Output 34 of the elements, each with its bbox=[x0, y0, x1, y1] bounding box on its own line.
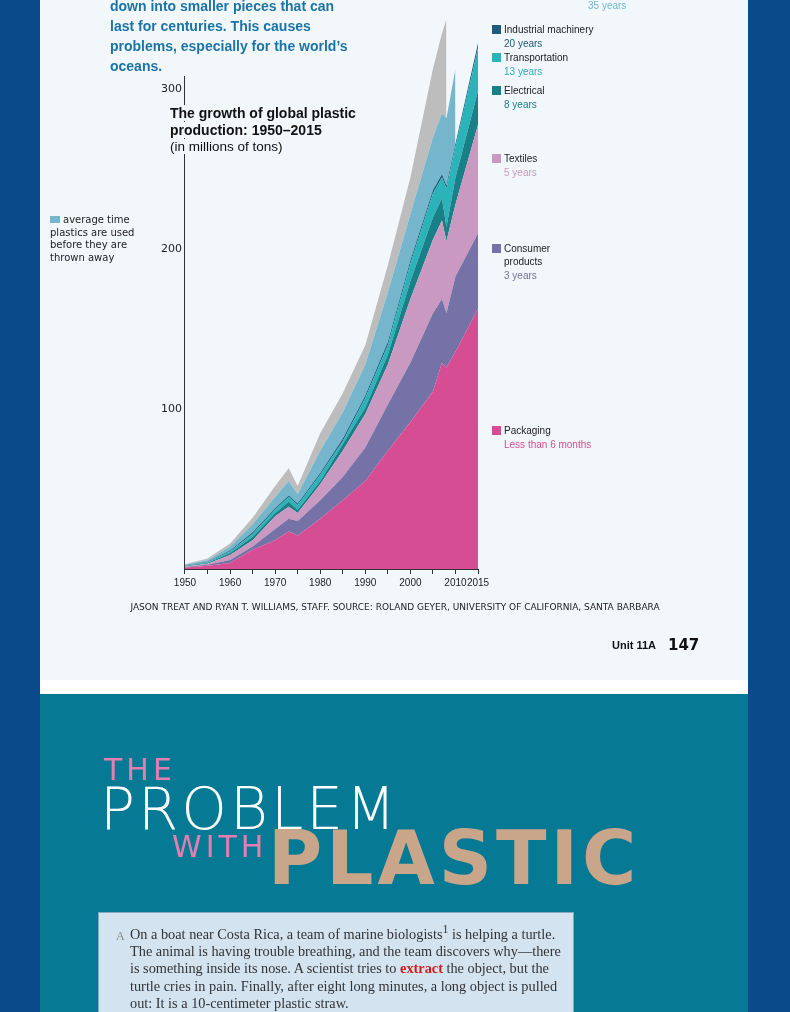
text: 35 years bbox=[588, 0, 627, 11]
legend-label: Industrial machinery bbox=[504, 23, 594, 36]
legend-label: Packaging bbox=[504, 424, 551, 437]
x-tick-label: 1950 bbox=[173, 576, 197, 588]
x-tick-label: 2015 bbox=[466, 576, 490, 588]
x-tick-label: 2010 bbox=[444, 576, 468, 588]
legend-label: Transportation bbox=[504, 51, 569, 64]
x-tick-label: 1990 bbox=[354, 576, 377, 588]
legend-label: Electrical bbox=[504, 84, 545, 97]
text: extract bbox=[400, 960, 443, 977]
text: 5 years bbox=[504, 167, 537, 178]
legend-label: Textiles bbox=[504, 152, 538, 165]
text: JASON TREAT AND RYAN T. WILLIAMS, STAFF. SOURCE: ROLAND GEYER, UNIVERSITY OF CALIFORNIA, SANTA BARBARA bbox=[129, 602, 661, 612]
text: Less than 6 months bbox=[504, 439, 592, 450]
y-tick-label: 100 bbox=[161, 402, 182, 416]
x-tick-label: 1960 bbox=[218, 576, 242, 588]
text: 13 years bbox=[504, 66, 543, 77]
text: 3 years bbox=[504, 270, 537, 281]
text: Unit 11A bbox=[612, 639, 657, 651]
x-tick-label: 2000 bbox=[399, 576, 422, 588]
annotation: down into smaller pieces that can last for centuries. This causes problems, especially for the world’s oceans. bbox=[110, 0, 360, 76]
text: (in millions of tons) bbox=[170, 139, 283, 154]
y-tick-label: 200 bbox=[161, 242, 182, 256]
text: average time plastics are used before they are thrown away bbox=[50, 214, 135, 263]
text: The growth of global plastic production: 1950–2015 bbox=[170, 105, 356, 138]
legend-label: Consumer products bbox=[504, 242, 552, 268]
x-tick-label: 1970 bbox=[264, 576, 287, 588]
y-tick-label: 300 bbox=[161, 82, 182, 96]
text: 8 years bbox=[504, 99, 537, 110]
x-tick-label: 1980 bbox=[309, 576, 332, 588]
text: A bbox=[116, 929, 125, 944]
text: 20 years bbox=[504, 38, 543, 49]
text: WITH bbox=[172, 829, 268, 864]
text: 147 bbox=[668, 636, 700, 654]
